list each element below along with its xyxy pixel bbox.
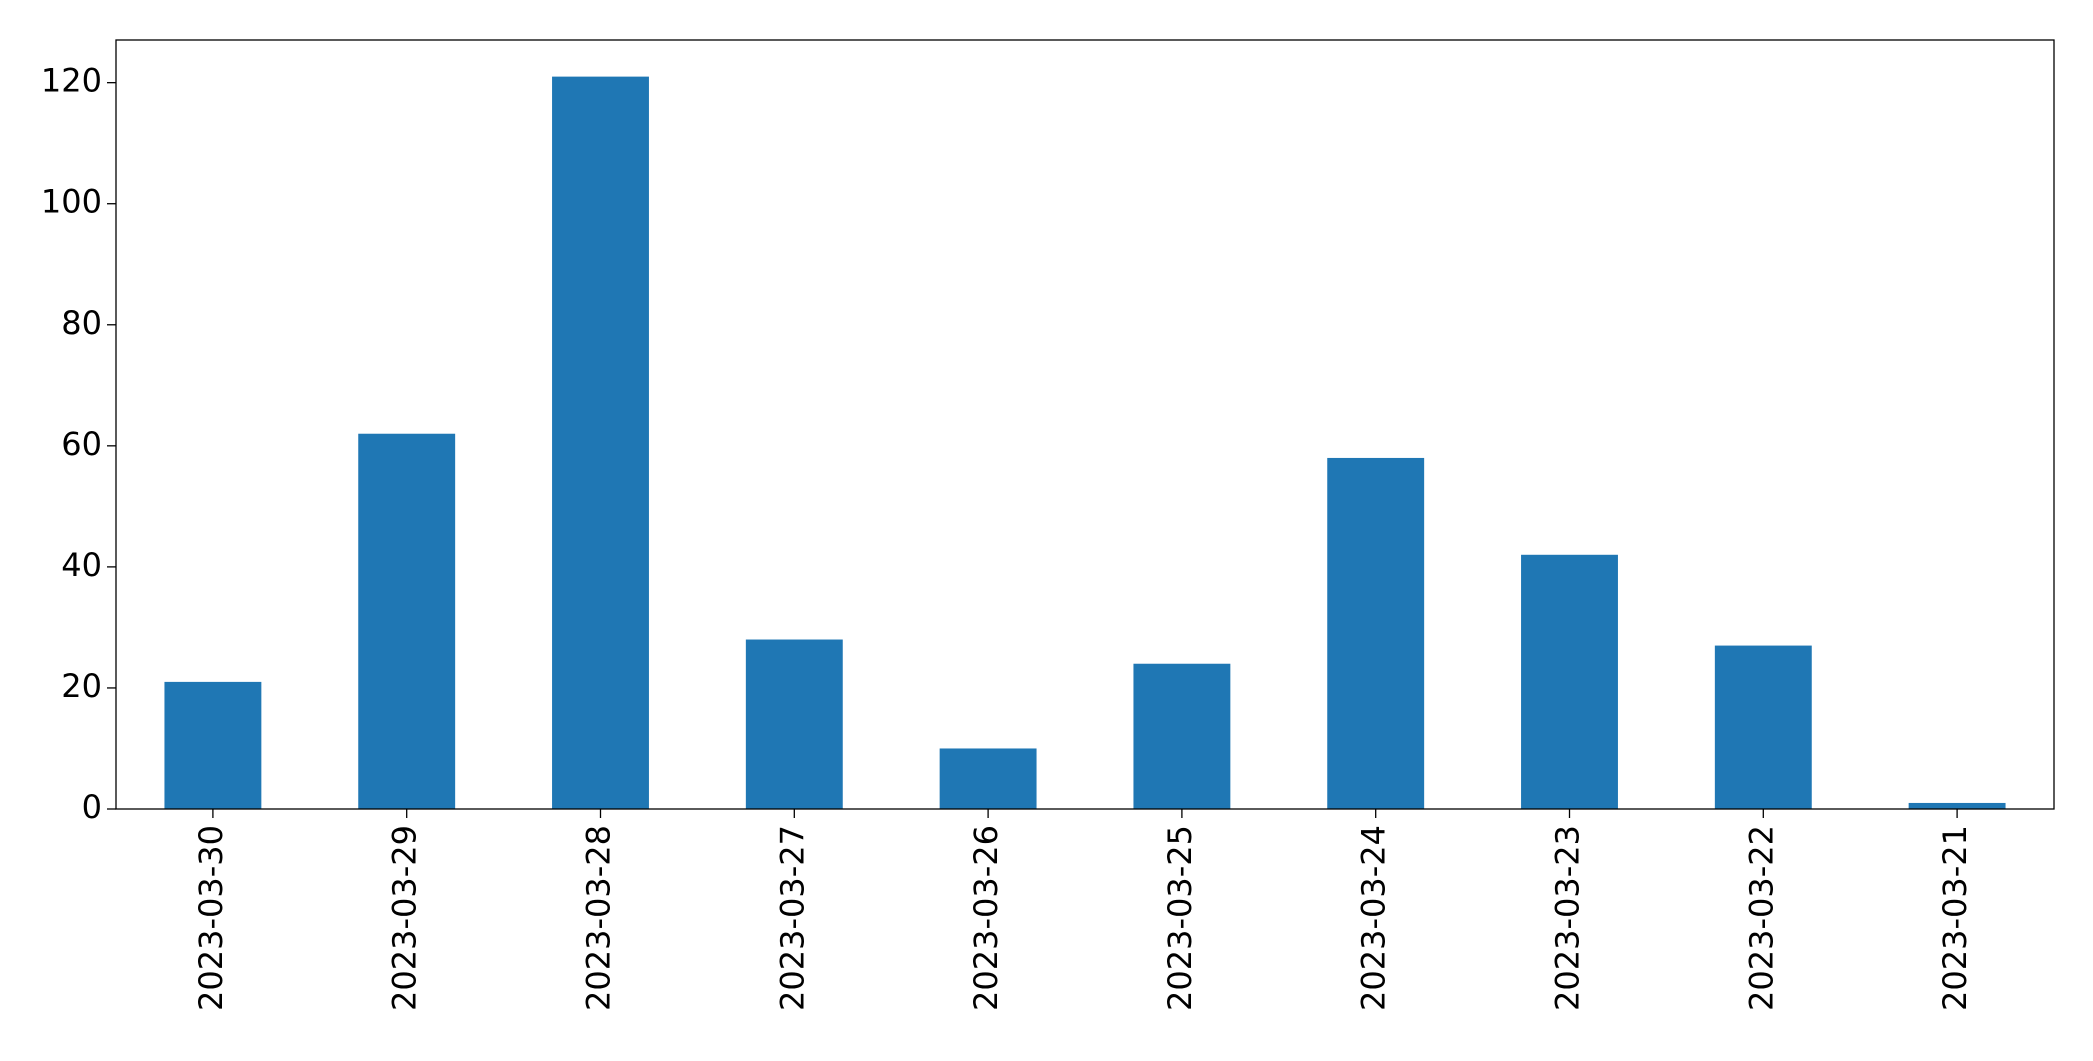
bar [1327,457,1425,809]
x-tick-label: 2023-03-23 [1549,825,1587,1011]
y-tick-label: 80 [61,304,102,342]
y-tick-label: 40 [61,546,102,584]
x-tick-label: 2023-03-28 [580,825,618,1011]
bar [1133,663,1231,809]
x-tick-label: 2023-03-21 [1936,825,1974,1011]
y-tick-label: 60 [61,425,102,463]
x-tick-label: 2023-03-26 [967,825,1005,1011]
x-tick-label: 2023-03-30 [192,825,230,1011]
bar [164,681,262,809]
bar [745,639,843,809]
x-tick-label: 2023-03-29 [386,825,424,1011]
bar [1521,554,1618,809]
x-tick-label: 2023-03-24 [1355,825,1393,1011]
y-tick-label: 0 [82,788,102,826]
x-tick-label: 2023-03-22 [1742,825,1780,1011]
bar [1908,802,2006,809]
y-tick-label: 120 [41,62,102,100]
bar [358,433,456,809]
bar [1714,645,1812,809]
y-tick-label: 20 [61,667,102,705]
plot-frame [115,39,2055,810]
bar [552,76,649,810]
x-tick-label: 2023-03-25 [1161,825,1199,1011]
x-tick-label: 2023-03-27 [773,825,811,1011]
y-tick-label: 100 [41,183,102,221]
bar [939,748,1037,809]
